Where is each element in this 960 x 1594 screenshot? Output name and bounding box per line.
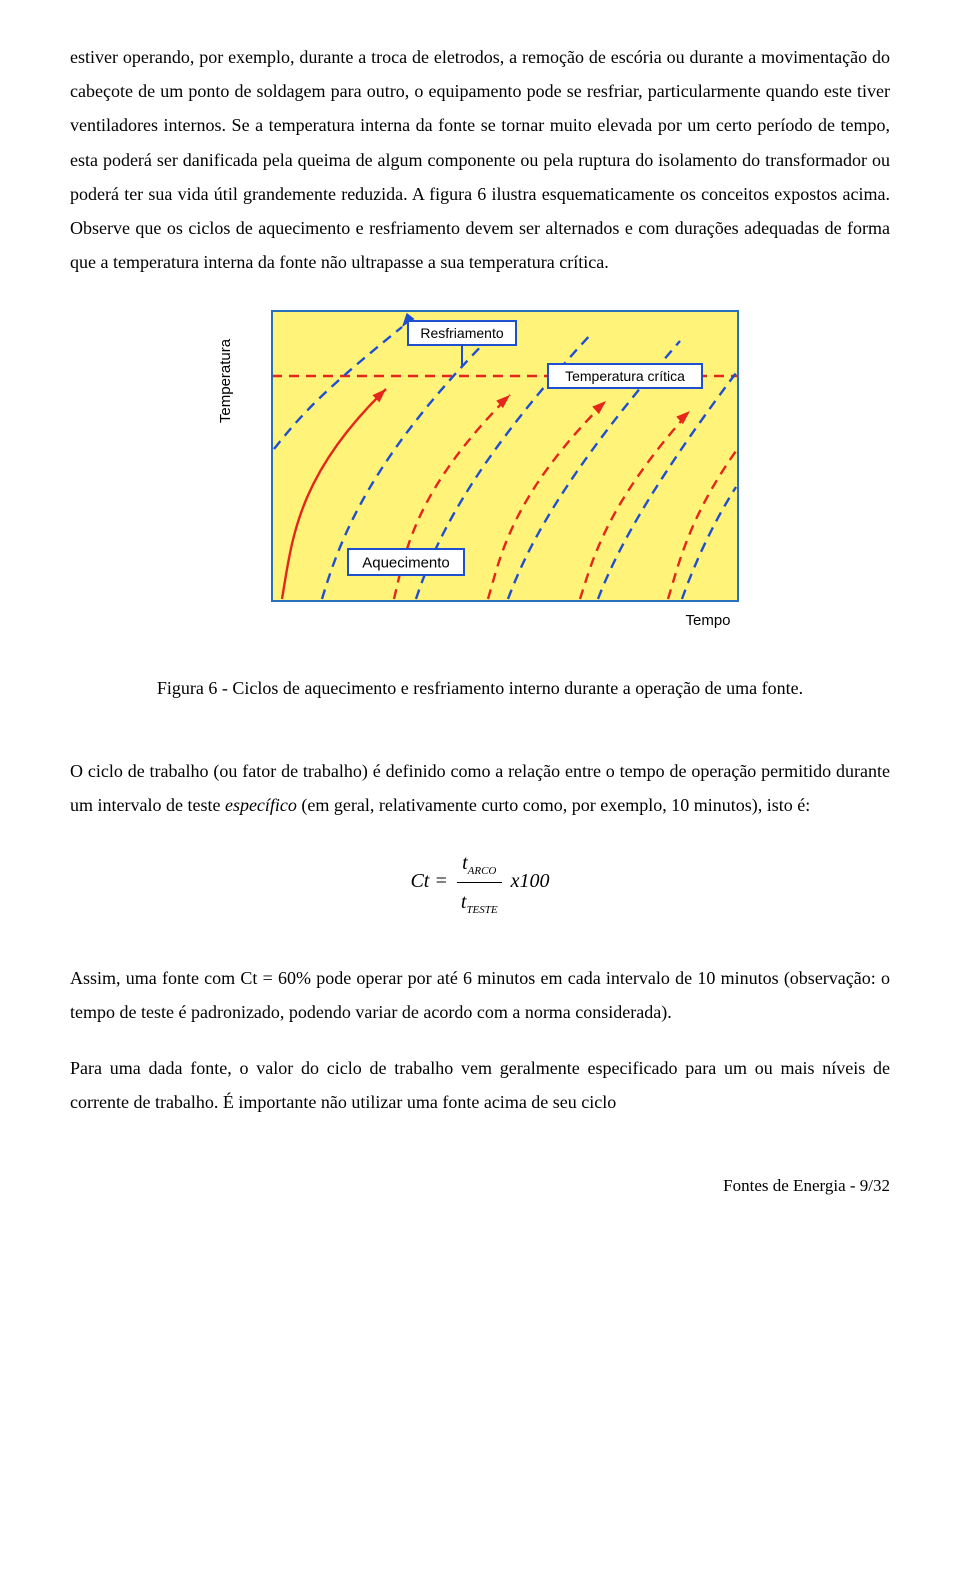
paragraph-4: Para uma dada fonte, o valor do ciclo de… xyxy=(70,1051,890,1119)
figure-6-caption: Figura 6 - Ciclos de aquecimento e resfr… xyxy=(70,671,890,705)
chart-svg: Resfriamento Temperatura crítica Aquecimen… xyxy=(210,301,750,651)
num-sub: ARCO xyxy=(468,865,497,877)
formula-denominator: tTESTE xyxy=(457,883,502,921)
formula-ct: Ct = tARCO tTESTE x100 xyxy=(70,844,890,921)
formula-lhs: Ct xyxy=(410,870,429,892)
equals-sign: = xyxy=(434,870,453,892)
paragraph-2: O ciclo de trabalho (ou fator de trabalh… xyxy=(70,754,890,822)
svg-text:Resfriamento: Resfriamento xyxy=(420,325,503,341)
paragraph-1: estiver operando, por exemplo, durante a… xyxy=(70,40,890,279)
figure-6: Resfriamento Temperatura crítica Aquecimen… xyxy=(70,301,890,651)
paragraph-3: Assim, uma fonte com Ct = 60% pode opera… xyxy=(70,961,890,1029)
formula-fraction: tARCO tTESTE xyxy=(457,844,502,921)
page-footer: Fontes de Energia - 9/32 xyxy=(70,1170,890,1202)
svg-text:Temperatura: Temperatura xyxy=(217,339,234,424)
svg-text:Temperatura crítica: Temperatura crítica xyxy=(565,368,685,384)
svg-text:Aquecimento: Aquecimento xyxy=(362,555,450,572)
formula-numerator: tARCO xyxy=(457,844,502,883)
formula-rhs: x100 xyxy=(511,870,550,892)
para2-post: (em geral, relativamente curto como, por… xyxy=(297,795,810,815)
para2-italic: específico xyxy=(225,795,297,815)
den-sub: TESTE xyxy=(466,904,497,916)
svg-text:Tempo: Tempo xyxy=(685,612,730,629)
